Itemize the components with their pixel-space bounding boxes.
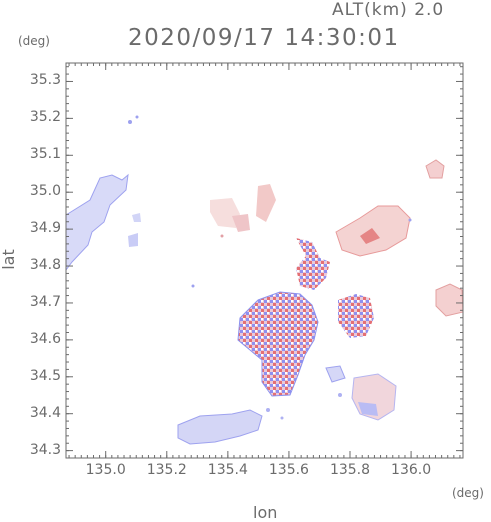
x-tick-label: 135.6	[268, 462, 309, 478]
y-tick-label: 34.8	[29, 257, 61, 274]
y-tick-label: 34.3	[29, 441, 61, 458]
echo-region-red-east	[435, 283, 464, 317]
echo-region-red-north	[210, 198, 240, 228]
y-tick-label: 34.4	[29, 404, 61, 421]
x-tick-label: 135.2	[146, 462, 187, 478]
echo-region-blue-south	[177, 409, 263, 445]
y-tick-label: 35.2	[29, 109, 61, 126]
y-tick-label: 35.1	[29, 146, 61, 163]
y-tick-label: 35.3	[29, 72, 61, 89]
y-tick-label: 35.0	[29, 183, 61, 200]
echo-region-mixed-east	[338, 294, 374, 338]
altitude-label: ALT(km) 2.0	[332, 0, 445, 20]
echo-regions	[65, 115, 464, 445]
x-tick-label: 136.0	[391, 462, 432, 478]
y-tick-label: 34.9	[29, 220, 61, 237]
x-tick-label: 135.4	[207, 462, 248, 478]
y-tick-label: 34.7	[29, 293, 61, 310]
echo-region-red-northeast-small	[425, 159, 445, 179]
y-tick-label: 34.5	[29, 367, 61, 384]
echo-region-mixed-center	[237, 291, 319, 397]
y-tick-label: 34.6	[29, 330, 61, 347]
y-unit-label: (deg)	[18, 34, 50, 48]
x-axis-label: lon	[253, 503, 278, 522]
echo-region-blue-west	[65, 173, 129, 272]
plot-frame	[65, 62, 464, 459]
x-tick-label: 135.8	[329, 462, 371, 478]
datetime-title: 2020/09/17 14:30:01	[128, 25, 400, 51]
x-unit-label: (deg)	[452, 486, 484, 500]
x-tick-label: 135.0	[85, 462, 126, 478]
axis-tick-marks	[66, 63, 463, 459]
